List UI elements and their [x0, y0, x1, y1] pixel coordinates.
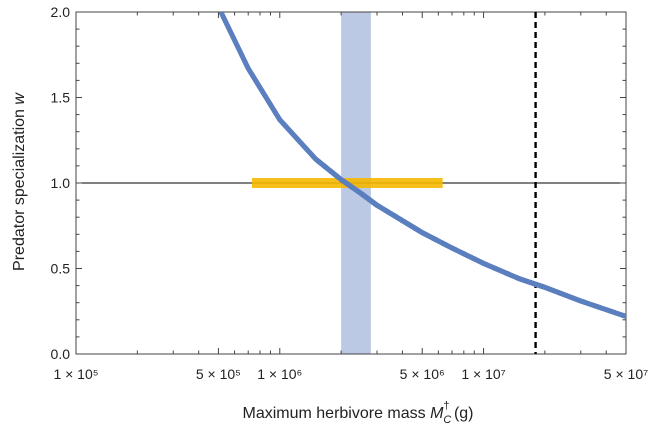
data-point [623, 313, 626, 319]
data-layer [76, 12, 626, 354]
ticks-layer: 1 × 10⁵ 5 × 10⁵ 1 × 10⁶ 5 × 10⁶ 1 × 10⁷ 5 × 1… [51, 4, 649, 382]
x-tick-label: 1 × 10⁵ [53, 366, 98, 382]
y-tick-label: 0.0 [51, 346, 71, 362]
x-axis-title-symbol: M [430, 405, 444, 422]
x-tick-label: 5 × 10⁶ [400, 366, 445, 382]
x-tick-label: 5 × 10⁵ [196, 366, 241, 382]
x-axis-title-main: Maximum herbivore mass [242, 405, 430, 422]
y-axis-title: Predator specialization w [11, 92, 28, 271]
y-tick-label: 0.5 [51, 261, 71, 277]
x-axis-title: Maximum herbivore mass MC † (g) [242, 400, 473, 426]
y-tick-label: 1.0 [51, 175, 71, 191]
x-tick-label: 5 × 10⁷ [604, 366, 648, 382]
y-axis-title-symbol: w [11, 92, 28, 105]
x-axis-title-sup: † [443, 400, 449, 412]
x-axis-title-unit: (g) [450, 405, 474, 422]
x-axis-title-sub: C [443, 414, 451, 426]
series-0 [218, 12, 626, 319]
y-axis-title-main: Predator specialization [11, 105, 28, 271]
x-tick-label: 1 × 10⁷ [461, 366, 505, 382]
y-tick-label: 1.5 [51, 90, 71, 106]
y-tick-label: 2.0 [51, 4, 71, 20]
x-tick-label: 1 × 10⁶ [257, 366, 302, 382]
